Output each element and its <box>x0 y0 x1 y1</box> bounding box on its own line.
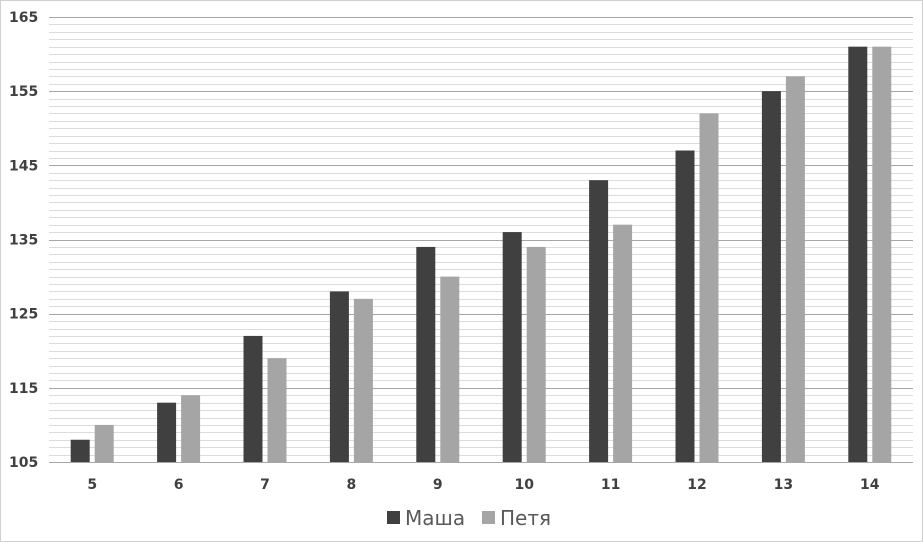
x-tick-label: 7 <box>260 477 270 493</box>
bar-series-2 <box>267 358 287 462</box>
bar-series-2 <box>785 76 805 462</box>
legend-swatch <box>387 511 400 524</box>
x-tick-label: 9 <box>433 477 443 493</box>
bar-series-1 <box>675 150 695 462</box>
x-tick-label: 13 <box>774 477 793 493</box>
bar-series-1 <box>761 91 781 463</box>
y-tick-label: 145 <box>9 158 38 174</box>
bar-series-1 <box>502 232 522 462</box>
x-axis-ticks: 5 6 7 8 9 10 11 12 13 14 <box>87 477 879 493</box>
bar-series-2 <box>699 113 719 463</box>
bars <box>70 46 892 463</box>
bar-series-1 <box>589 180 609 462</box>
y-tick-label: 135 <box>9 233 38 249</box>
x-tick-label: 5 <box>87 477 97 493</box>
bar-series-1 <box>848 46 868 463</box>
bar-series-1 <box>329 291 349 462</box>
bar-series-1 <box>416 246 436 462</box>
bar-series-2 <box>872 46 892 463</box>
x-tick-label: 10 <box>514 477 534 493</box>
y-tick-label: 125 <box>9 307 38 323</box>
x-tick-label: 11 <box>601 477 620 493</box>
bar-series-2 <box>526 246 546 462</box>
y-tick-label: 155 <box>9 84 38 100</box>
x-tick-label: 12 <box>687 477 706 493</box>
bar-series-2 <box>181 395 201 462</box>
bar-series-2 <box>613 224 633 462</box>
bar-series-2 <box>440 276 460 462</box>
legend-label: Маша <box>405 506 465 530</box>
legend: Маша Петя <box>387 506 551 530</box>
x-tick-label: 8 <box>347 477 357 493</box>
legend-swatch <box>482 511 495 524</box>
bar-series-2 <box>353 298 373 462</box>
legend-label: Петя <box>500 506 551 530</box>
y-tick-label: 105 <box>9 455 38 471</box>
x-tick-label: 6 <box>174 477 184 493</box>
y-tick-label: 165 <box>9 10 38 26</box>
x-tick-label: 14 <box>860 477 880 493</box>
bar-series-1 <box>70 439 90 462</box>
bar-series-2 <box>94 424 114 462</box>
bar-series-1 <box>157 402 177 462</box>
y-tick-label: 115 <box>9 381 38 397</box>
gridlines <box>49 17 913 463</box>
bar-series-1 <box>243 335 263 462</box>
y-axis-ticks: 105 115 125 135 145 155 165 <box>9 10 38 471</box>
